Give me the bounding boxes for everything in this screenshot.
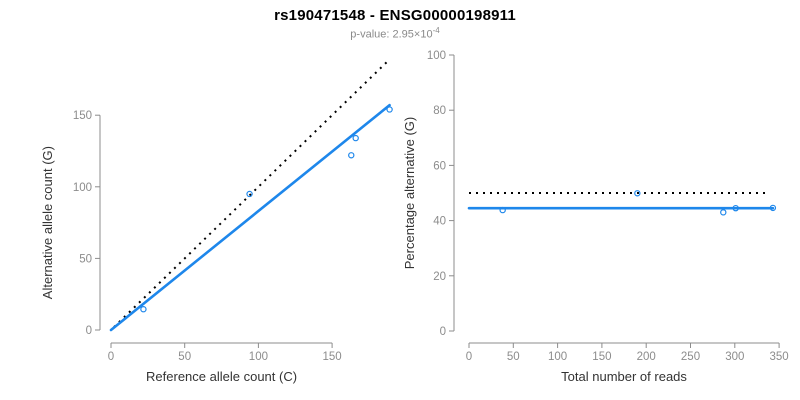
y-tick-label: 20: [433, 271, 446, 283]
x-tick-label: 50: [507, 351, 520, 363]
y-tick-label: 50: [79, 253, 92, 265]
x-tick-label: 150: [592, 351, 611, 363]
x-tick-label: 100: [249, 351, 268, 363]
p-value-exponent: -4: [432, 26, 440, 35]
x-axis-title: Reference allele count (C): [146, 369, 297, 384]
data-point: [634, 190, 641, 197]
figure-title: rs190471548 - ENSG00000198911: [274, 7, 516, 24]
x-tick-label: 150: [323, 351, 342, 363]
y-axis-title: Percentage alternative (G): [402, 117, 417, 269]
data-point: [769, 204, 777, 212]
x-tick-label: 0: [466, 351, 472, 363]
x-tick-label: 0: [108, 351, 114, 363]
y-tick-label: 150: [73, 110, 92, 122]
data-point: [732, 204, 739, 212]
y-axis-title: Alternative allele count (G): [40, 146, 55, 299]
x-tick-label: 50: [178, 351, 191, 363]
y-tick-label: 0: [86, 325, 92, 337]
p-value-text: p-value: 2.95×10: [350, 28, 433, 41]
figure-subtitle: p-value: 2.95×10-4: [0, 26, 790, 41]
x-tick-label: 200: [637, 351, 656, 363]
y-tick-label: 60: [433, 160, 446, 172]
data-point: [499, 206, 506, 214]
x-tick-label: 250: [681, 351, 700, 363]
y-tick-label: 100: [73, 182, 92, 194]
data-point: [386, 106, 393, 113]
x-tick-label: 300: [725, 351, 744, 363]
y-tick-label: 80: [433, 105, 446, 117]
left-plot-panel: 0 50 100 150 Reference allele count (C) 0 50 10…: [40, 58, 393, 384]
data-point: [352, 134, 359, 142]
data-point: [720, 209, 727, 216]
data-point: [246, 190, 253, 198]
x-axis-title: Total number of reads: [561, 369, 687, 384]
identity-line: [113, 58, 391, 328]
data-point: [348, 152, 355, 159]
x-tick-label: 100: [548, 351, 567, 363]
x-tick-label: 350: [770, 351, 789, 363]
y-tick-label: 100: [427, 50, 446, 62]
fit-line: [109, 103, 391, 332]
y-tick-label: 40: [433, 216, 446, 228]
y-tick-label: 0: [440, 326, 446, 338]
data-point: [140, 306, 147, 313]
